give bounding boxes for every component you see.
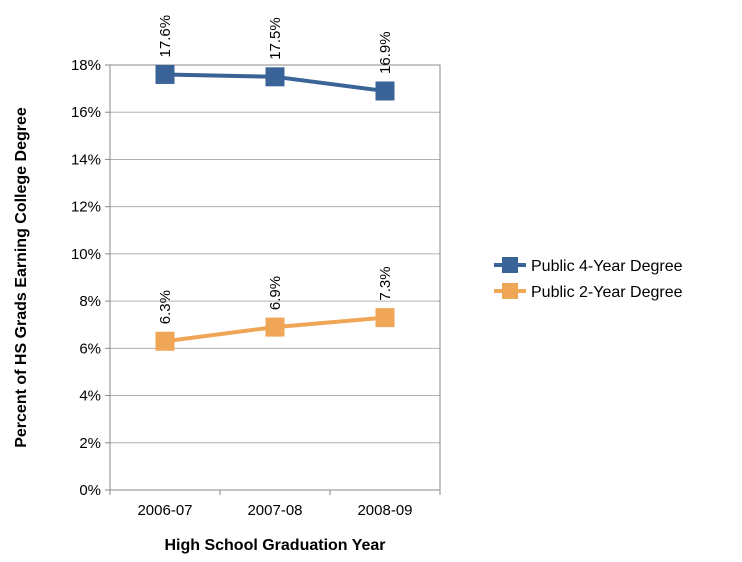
y-tick-label: 18% <box>71 57 101 74</box>
y-tick-label: 14% <box>71 151 101 168</box>
legend-label: Public 2-Year Degree <box>531 284 683 301</box>
data-label: 7.3% <box>377 266 394 300</box>
legend-marker <box>502 283 518 299</box>
x-tick-label: 2006-07 <box>137 502 192 519</box>
data-point <box>155 64 175 84</box>
series-2: 6.3% 6.9% 7.3% <box>155 266 395 351</box>
y-axis-ticks: 0% 2% 4% 6% 8% 10% 12% 14% 16% 18% <box>71 57 110 499</box>
y-tick-label: 8% <box>79 293 101 310</box>
legend-item: Public 2-Year Degree <box>494 283 683 301</box>
legend-label: Public 4-Year Degree <box>531 258 683 275</box>
y-tick-label: 0% <box>79 482 101 499</box>
x-tick-label: 2007-08 <box>247 502 302 519</box>
series-1: 17.6% 17.5% 16.9% <box>155 15 395 101</box>
x-tick-label: 2008-09 <box>357 502 412 519</box>
data-point <box>265 317 285 337</box>
legend-item: Public 4-Year Degree <box>494 257 683 275</box>
x-axis-title: High School Graduation Year <box>164 537 385 554</box>
data-label: 16.9% <box>377 31 394 74</box>
data-point <box>155 331 175 351</box>
legend: Public 4-Year Degree Public 2-Year Degree <box>494 257 683 301</box>
plot-area-frame <box>109 64 441 491</box>
legend-marker <box>502 257 518 273</box>
data-point <box>375 308 395 328</box>
data-point <box>265 67 285 87</box>
y-tick-label: 2% <box>79 435 101 452</box>
data-label: 6.3% <box>157 290 174 324</box>
data-point <box>375 81 395 101</box>
y-tick-label: 10% <box>71 246 101 263</box>
data-label: 6.9% <box>267 276 284 310</box>
y-tick-label: 16% <box>71 104 101 121</box>
y-tick-label: 12% <box>71 199 101 216</box>
y-axis-title: Percent of HS Grads Earning College Degr… <box>13 107 30 448</box>
x-axis-ticks: 2006-07 2007-08 2008-09 <box>109 490 441 519</box>
y-tick-label: 6% <box>79 340 101 357</box>
y-tick-label: 4% <box>79 388 101 405</box>
data-label: 17.5% <box>267 17 284 60</box>
data-label: 17.6% <box>157 15 174 58</box>
series-layer: 17.6% 17.5% 16.9% 6.3% 6.9% 7.3% <box>155 15 395 351</box>
